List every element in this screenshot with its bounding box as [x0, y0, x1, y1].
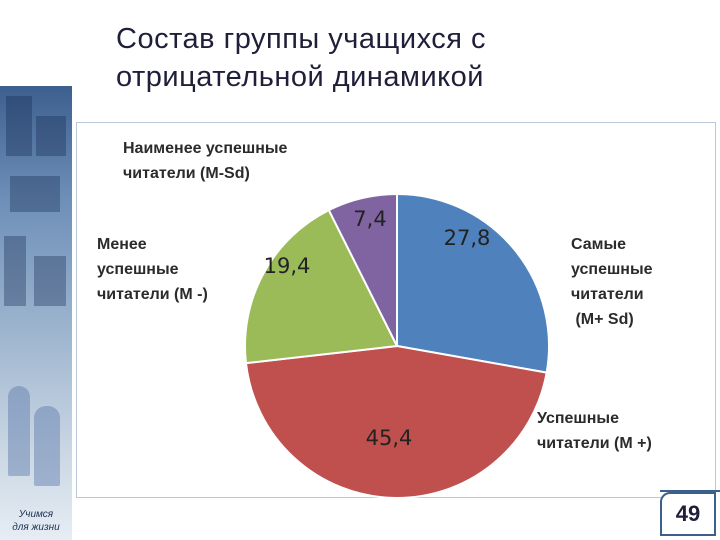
side-caption: Учимся для жизни: [0, 508, 72, 534]
pie-slice-2: [244, 344, 548, 499]
data-label-1: 27,8: [444, 226, 491, 250]
pie-slice-1: [396, 192, 550, 374]
category-label-3: Менее успешные читатели (М -): [97, 236, 208, 303]
data-label-3: 19,4: [264, 254, 311, 278]
page-number: 49: [660, 492, 716, 536]
data-label-4: 7,4: [353, 207, 386, 231]
category-label-2: Успешные читатели (М +): [537, 410, 652, 452]
slide-title: Состав группы учащихся с отрицательной д…: [116, 23, 487, 93]
category-label-1: Самые успешные читатели (M+ Sd): [571, 236, 653, 328]
side-caption-line2: для жизни: [12, 522, 60, 533]
side-caption-line1: Учимся: [18, 509, 54, 520]
data-label-2: 45,4: [366, 426, 413, 450]
category-label-4: Наименее успешные читатели (M-Sd): [123, 140, 288, 182]
decorative-side-strip: Учимся для жизни: [0, 86, 72, 540]
corner-line: [660, 490, 720, 492]
pie-slice-3: [244, 208, 399, 365]
chart-frame: 27,8 Самые успешные читатели (M+ Sd) 45,4 Усп…: [76, 122, 716, 499]
pie-slice-4: [327, 192, 398, 347]
pie-chart: 27,8 Самые успешные читатели (M+ Sd) 45,4 Усп…: [97, 140, 653, 499]
